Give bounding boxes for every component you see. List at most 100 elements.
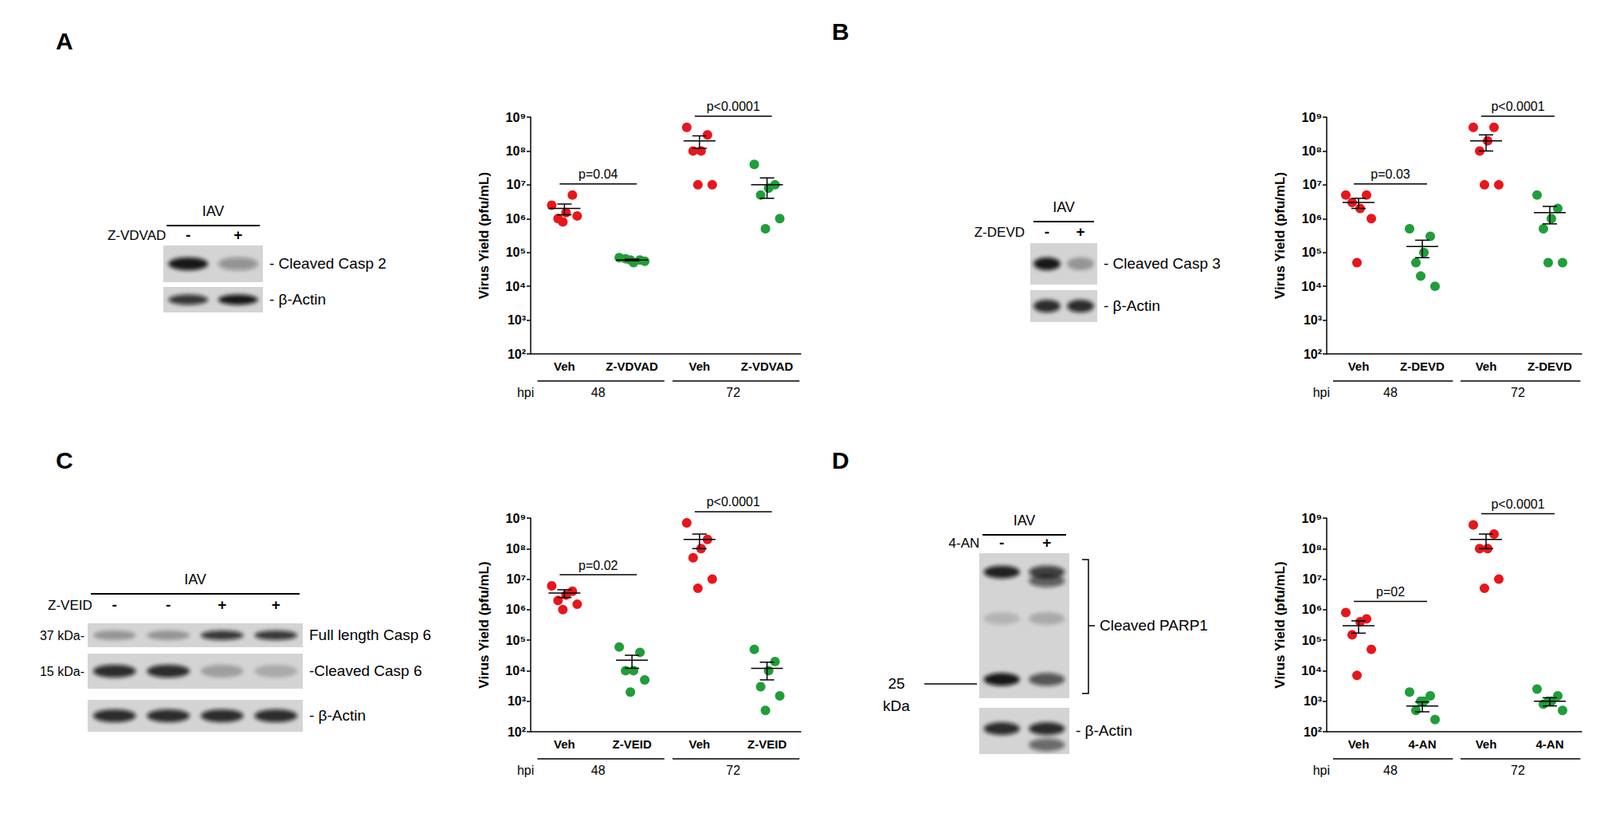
svg-text:72: 72: [1510, 763, 1526, 777]
svg-text:4-AN: 4-AN: [1535, 737, 1564, 751]
svg-text:10⁴: 10⁴: [1301, 663, 1322, 678]
svg-text:10⁴: 10⁴: [505, 663, 526, 678]
svg-text:10⁷: 10⁷: [506, 572, 526, 586]
svg-text:10⁴: 10⁴: [505, 279, 526, 294]
svg-text:10³: 10³: [507, 313, 526, 327]
svg-text:4-AN: 4-AN: [1407, 737, 1436, 751]
svg-text:10⁸: 10⁸: [505, 541, 526, 556]
svg-text:72: 72: [725, 385, 741, 400]
svg-text:10⁵: 10⁵: [1301, 245, 1322, 259]
svg-text:25: 25: [887, 674, 905, 692]
svg-text:10⁶: 10⁶: [1301, 211, 1322, 226]
svg-text:Z-DEVD: Z-DEVD: [1527, 359, 1573, 373]
svg-text:48: 48: [591, 763, 606, 777]
svg-text:10⁵: 10⁵: [505, 245, 526, 259]
svg-text:48: 48: [591, 385, 606, 400]
svg-text:+: +: [1075, 223, 1085, 240]
svg-text:-: -: [1044, 223, 1050, 240]
svg-text:72: 72: [1510, 385, 1526, 400]
svg-text:Veh: Veh: [1475, 737, 1498, 751]
svg-text:10⁹: 10⁹: [505, 110, 526, 125]
svg-text:- β-Actin: - β-Actin: [309, 706, 366, 724]
svg-text:10⁸: 10⁸: [1301, 144, 1322, 158]
svg-text:p<0.0001: p<0.0001: [1490, 99, 1545, 114]
svg-text:10⁸: 10⁸: [1301, 541, 1322, 556]
svg-text:10³: 10³: [1303, 313, 1322, 327]
svg-text:10²: 10²: [507, 347, 526, 361]
svg-text:48: 48: [1383, 385, 1398, 400]
svg-text:p<0.0001: p<0.0001: [706, 99, 761, 114]
svg-text:10⁹: 10⁹: [1301, 511, 1322, 526]
svg-text:hpi: hpi: [1313, 385, 1330, 400]
svg-text:10⁷: 10⁷: [1302, 572, 1322, 586]
svg-text:p=0.04: p=0.04: [578, 167, 618, 181]
svg-text:Veh: Veh: [689, 737, 711, 751]
svg-text:10⁷: 10⁷: [1302, 177, 1322, 192]
svg-text:10²: 10²: [1303, 347, 1322, 361]
svg-text:- β-Actin: - β-Actin: [1103, 297, 1161, 314]
svg-text:Veh: Veh: [1475, 359, 1498, 373]
svg-text:Veh: Veh: [553, 737, 576, 751]
svg-text:+: +: [217, 596, 227, 613]
svg-text:Full length Casp 6: Full length Casp 6: [309, 626, 432, 644]
svg-text:4-AN: 4-AN: [949, 535, 981, 551]
svg-text:- β-Actin: - β-Actin: [269, 290, 326, 308]
svg-text:kDa: kDa: [882, 697, 910, 714]
svg-text:+: +: [271, 596, 281, 613]
svg-text:A: A: [55, 27, 74, 55]
svg-text:10⁶: 10⁶: [1301, 602, 1322, 616]
svg-text:-Cleaved Casp 6: -Cleaved Casp 6: [309, 662, 423, 679]
svg-text:Veh: Veh: [553, 359, 576, 373]
svg-text:10⁷: 10⁷: [506, 177, 526, 192]
svg-text:-: -: [112, 596, 118, 613]
svg-text:Z-VEID: Z-VEID: [47, 597, 93, 613]
svg-text:B: B: [831, 18, 850, 45]
svg-text:10⁶: 10⁶: [505, 211, 526, 226]
svg-text:10⁵: 10⁵: [1301, 633, 1322, 648]
svg-text:hpi: hpi: [517, 385, 534, 400]
svg-text:hpi: hpi: [517, 763, 534, 777]
svg-text:37 kDa-: 37 kDa-: [39, 628, 85, 643]
svg-text:Z-VEID: Z-VEID: [747, 737, 787, 751]
svg-text:72: 72: [725, 763, 741, 777]
svg-text:Veh: Veh: [1348, 359, 1370, 373]
svg-text:IAV: IAV: [1052, 199, 1075, 216]
svg-text:- Cleaved Casp 3: - Cleaved Casp 3: [1103, 254, 1221, 272]
svg-text:p=0.02: p=0.02: [578, 558, 618, 573]
svg-text:Virus Yield (pfu/mL): Virus Yield (pfu/mL): [1272, 560, 1288, 688]
svg-text:Z-VDVAD: Z-VDVAD: [741, 359, 794, 373]
svg-text:-: -: [165, 596, 171, 613]
svg-text:-: -: [185, 226, 191, 244]
svg-text:Virus Yield (pfu/mL): Virus Yield (pfu/mL): [476, 172, 492, 299]
svg-text:10³: 10³: [1303, 694, 1322, 708]
svg-text:IAV: IAV: [1013, 512, 1036, 529]
svg-text:Cleaved PARP1: Cleaved PARP1: [1099, 616, 1208, 634]
svg-text:10⁵: 10⁵: [505, 633, 526, 648]
svg-text:10⁹: 10⁹: [1301, 110, 1322, 125]
svg-text:p<0.0001: p<0.0001: [1490, 497, 1545, 511]
svg-text:10⁶: 10⁶: [505, 602, 526, 616]
svg-text:Virus Yield (pfu/mL): Virus Yield (pfu/mL): [1272, 172, 1288, 299]
svg-text:Veh: Veh: [1348, 737, 1370, 751]
svg-text:p=02: p=02: [1376, 584, 1405, 599]
svg-text:Z-VDVAD: Z-VDVAD: [605, 359, 659, 373]
svg-text:10⁴: 10⁴: [1301, 279, 1322, 294]
svg-text:hpi: hpi: [1313, 763, 1330, 777]
svg-text:+: +: [1042, 533, 1051, 551]
svg-text:10²: 10²: [507, 725, 526, 739]
svg-text:- β-Actin: - β-Actin: [1075, 721, 1133, 739]
svg-text:48: 48: [1383, 763, 1398, 777]
svg-text:Z-VDVAD: Z-VDVAD: [107, 227, 166, 244]
svg-text:+: +: [233, 226, 243, 244]
svg-text:D: D: [831, 447, 850, 474]
svg-text:10⁸: 10⁸: [505, 144, 526, 158]
svg-text:-: -: [999, 533, 1004, 551]
svg-text:IAV: IAV: [184, 571, 207, 588]
svg-text:10²: 10²: [1303, 725, 1322, 739]
svg-text:Z-DEVD: Z-DEVD: [1400, 359, 1445, 373]
svg-text:Z-VEID: Z-VEID: [612, 737, 652, 751]
svg-text:Virus Yield (pfu/mL): Virus Yield (pfu/mL): [476, 560, 492, 688]
svg-text:p=0.03: p=0.03: [1370, 167, 1410, 181]
svg-text:10³: 10³: [507, 694, 526, 708]
svg-text:10⁹: 10⁹: [505, 511, 526, 526]
